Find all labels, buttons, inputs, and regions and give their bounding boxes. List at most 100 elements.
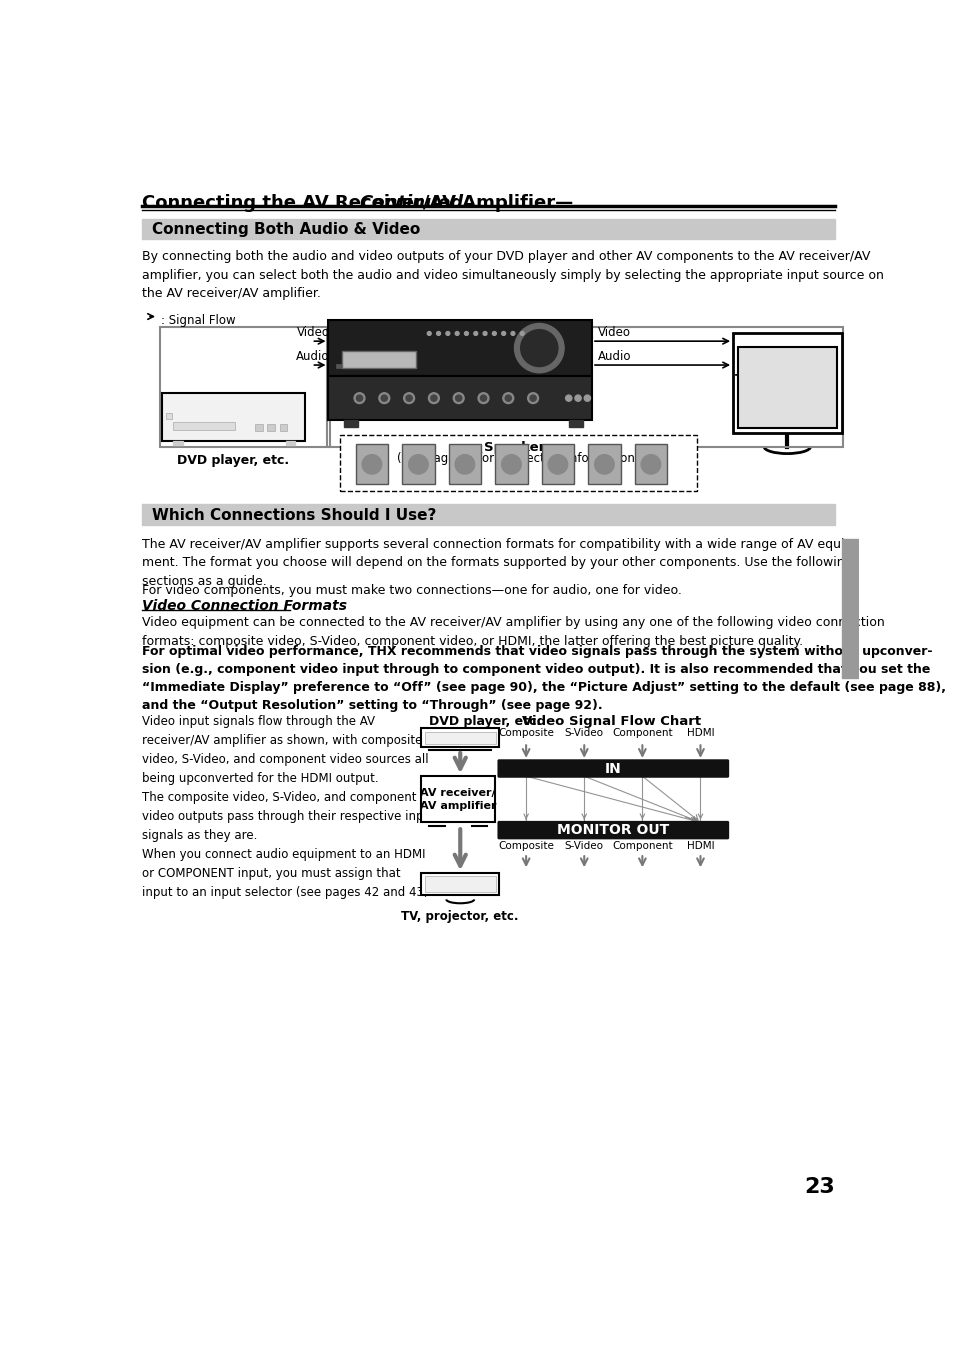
Circle shape [529,332,533,336]
Text: Composite: Composite [497,728,554,739]
Circle shape [502,392,513,403]
Circle shape [455,454,475,474]
Circle shape [583,395,590,402]
Text: HDMI: HDMI [686,841,714,851]
Circle shape [456,395,461,402]
Text: Speakers: Speakers [483,441,553,454]
Text: TV, projector,
etc.: TV, projector, etc. [735,372,839,406]
Circle shape [378,392,390,403]
Text: Video: Video [296,326,329,338]
Bar [587,445,620,484]
Bar [142,504,835,526]
Bar [424,876,496,892]
Circle shape [455,332,458,336]
Text: S-Video: S-Video [564,841,603,851]
Bar [424,732,496,744]
Bar [634,445,666,484]
Bar [841,539,858,678]
Circle shape [403,392,415,403]
Circle shape [464,332,468,336]
Circle shape [453,392,464,403]
Circle shape [527,392,537,403]
Bar [160,328,330,446]
Text: S-Video: S-Video [564,728,603,739]
Circle shape [477,392,488,403]
Circle shape [501,454,520,474]
Bar [335,364,340,368]
Bar [142,218,835,239]
Circle shape [445,332,449,336]
FancyBboxPatch shape [497,821,728,840]
Circle shape [406,395,412,402]
Text: Video equipment can be connected to the AV receiver/AV amplifier by using any on: Video equipment can be connected to the … [142,616,884,647]
Text: The AV receiver/AV amplifier supports several connection formats for compatibili: The AV receiver/AV amplifier supports se… [142,538,857,588]
Circle shape [480,395,486,402]
Bar [340,435,696,491]
Bar [421,874,498,895]
Text: MONITOR OUT: MONITOR OUT [557,824,669,837]
Text: 23: 23 [803,1177,835,1197]
Bar [421,728,498,747]
Circle shape [354,392,365,403]
FancyBboxPatch shape [497,759,728,778]
Bar [328,321,592,376]
Circle shape [511,332,515,336]
Circle shape [428,392,439,403]
Circle shape [514,324,563,373]
Text: IN: IN [604,762,621,775]
Bar [355,445,388,484]
Bar [568,421,582,426]
Text: DVD player, etc.: DVD player, etc. [429,714,540,728]
Bar [344,421,357,426]
Bar [327,328,842,446]
Bar [173,441,183,445]
Bar [162,392,305,441]
Text: Audio: Audio [296,349,330,363]
Bar [342,352,416,368]
Circle shape [530,395,536,402]
Circle shape [565,395,571,402]
Text: Which Connections Should I Use?: Which Connections Should I Use? [152,508,436,523]
Circle shape [492,332,496,336]
Text: Video input signals flow through the AV
receiver/AV amplifier as shown, with com: Video input signals flow through the AV … [142,714,436,899]
Bar [173,422,235,430]
Bar [267,423,274,431]
Bar [495,445,527,484]
Bar [279,423,287,431]
Circle shape [505,395,511,402]
Text: Continued: Continued [359,194,463,212]
Circle shape [381,395,387,402]
Circle shape [474,332,477,336]
Bar [421,776,495,822]
Text: Video: Video [598,326,631,338]
Text: Connecting Both Audio & Video: Connecting Both Audio & Video [152,222,419,237]
Circle shape [520,330,558,367]
Text: For video components, you must make two connections—one for audio, one for video: For video components, you must make two … [142,584,681,597]
Text: Component: Component [612,728,672,739]
Circle shape [482,332,486,336]
Bar [328,376,592,421]
Text: DVD player, etc.: DVD player, etc. [177,454,290,468]
Bar [402,445,435,484]
Text: : Signal Flow: : Signal Flow [161,314,235,328]
Text: Video Connection Formats: Video Connection Formats [142,599,347,613]
Bar [166,412,172,419]
Text: HDMI: HDMI [686,728,714,739]
Circle shape [594,454,614,474]
Text: By connecting both the audio and video outputs of your DVD player and other AV c: By connecting both the audio and video o… [142,251,883,301]
Circle shape [427,332,431,336]
Text: AV receiver/
AV amplifier: AV receiver/ AV amplifier [419,787,497,811]
Text: Composite: Composite [497,841,554,851]
Bar [737,348,836,429]
Text: Audio: Audio [598,349,631,363]
Bar [254,423,262,431]
Circle shape [501,332,505,336]
Text: Component: Component [612,841,672,851]
Circle shape [362,454,381,474]
Bar [541,445,574,484]
Circle shape [548,454,567,474]
Text: TV, projector, etc.: TV, projector, etc. [401,910,518,923]
Bar [448,445,480,484]
Bar [732,333,841,433]
Circle shape [436,332,440,336]
